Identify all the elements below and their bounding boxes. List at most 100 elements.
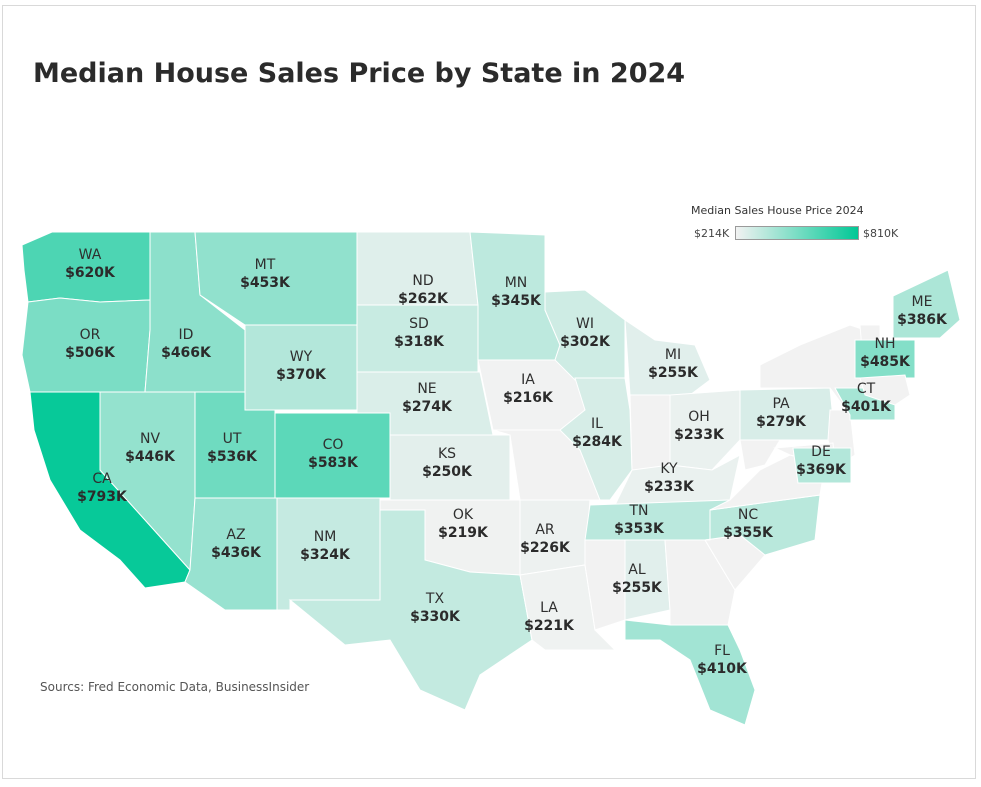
state-label-id: ID $466K <box>161 327 212 361</box>
state-abbr-ks: KS <box>438 446 456 462</box>
state-label-ok: OK $219K <box>438 507 489 541</box>
state-abbr-al: AL <box>628 562 646 578</box>
state-label-ia: IA $216K <box>503 372 554 406</box>
state-label-fl: FL $410K <box>697 643 748 677</box>
state-label-oh: OH $233K <box>674 409 725 443</box>
state-abbr-la: LA <box>540 600 558 616</box>
state-label-tx: TX $330K <box>410 591 461 625</box>
state-value-nm: $324K <box>300 547 351 563</box>
state-value-ca: $793K <box>77 489 128 505</box>
state-shape-fl <box>624 619 756 726</box>
state-label-ky: KY $233K <box>644 461 695 495</box>
state-abbr-ar: AR <box>535 522 555 538</box>
state-value-al: $255K <box>612 580 663 596</box>
state-value-ct: $401K <box>841 399 892 415</box>
state-value-mt: $453K <box>240 275 291 291</box>
state-value-ia: $216K <box>503 390 554 406</box>
source-note: Sourcs: Fred Economic Data, BusinessInsi… <box>40 680 310 694</box>
state-value-tn: $353K <box>614 521 665 537</box>
state-abbr-sd: SD <box>409 316 429 332</box>
state-shape-ms <box>584 539 631 631</box>
state-abbr-nh: NH <box>875 336 896 352</box>
state-label-de: DE $369K <box>796 444 847 478</box>
state-value-wa: $620K <box>65 265 116 281</box>
state-abbr-ia: IA <box>521 372 535 388</box>
state-value-ks: $250K <box>422 464 473 480</box>
state-abbr-fl: FL <box>714 643 730 659</box>
state-value-la: $221K <box>524 618 575 634</box>
state-abbr-nd: ND <box>412 273 433 289</box>
state-value-mi: $255K <box>648 365 699 381</box>
state-label-ca: CA $793K <box>77 471 128 505</box>
state-abbr-oh: OH <box>688 409 710 425</box>
state-label-ne: NE $274K <box>402 381 453 415</box>
state-abbr-ok: OK <box>453 507 474 523</box>
state-label-ar: AR $226K <box>520 522 571 556</box>
state-value-id: $466K <box>161 345 212 361</box>
state-value-mn: $345K <box>491 293 542 309</box>
state-value-nd: $262K <box>398 291 449 307</box>
state-value-de: $369K <box>796 462 847 478</box>
state-value-oh: $233K <box>674 427 725 443</box>
state-abbr-wy: WY <box>290 349 313 365</box>
state-abbr-tn: TN <box>628 503 648 519</box>
state-abbr-nc: NC <box>738 507 758 523</box>
state-label-nm: NM $324K <box>300 529 351 563</box>
state-shape-tx <box>288 509 533 711</box>
state-label-sd: SD $318K <box>394 316 445 350</box>
state-label-ut: UT $536K <box>207 431 258 465</box>
state-label-tn: TN $353K <box>614 503 665 537</box>
map-title: Median House Sales Price by State in 202… <box>33 58 686 89</box>
state-abbr-ca: CA <box>92 471 112 487</box>
state-value-nv: $446K <box>125 449 176 465</box>
state-label-wa: WA $620K <box>65 247 116 281</box>
state-label-wi: WI $302K <box>560 316 611 350</box>
state-label-la: LA $221K <box>524 600 575 634</box>
state-label-or: OR $506K <box>65 327 116 361</box>
state-shape-nc <box>704 494 821 556</box>
state-label-pa: PA $279K <box>756 396 807 430</box>
state-label-ct: CT $401K <box>841 381 892 415</box>
state-abbr-nm: NM <box>314 529 337 545</box>
state-value-ar: $226K <box>520 540 571 556</box>
state-abbr-de: DE <box>811 444 831 460</box>
state-abbr-id: ID <box>179 327 194 343</box>
state-shape-nh <box>854 339 916 379</box>
state-value-wy: $370K <box>276 367 327 383</box>
state-abbr-nv: NV <box>140 431 160 447</box>
state-abbr-wi: WI <box>576 316 594 332</box>
state-value-co: $583K <box>308 455 359 471</box>
state-shape-me <box>892 269 961 339</box>
state-abbr-ky: KY <box>660 461 678 477</box>
state-label-co: CO $583K <box>308 437 359 471</box>
state-label-al: AL $255K <box>612 562 663 596</box>
state-label-ks: KS $250K <box>422 446 473 480</box>
state-abbr-il: IL <box>591 416 603 432</box>
state-abbr-mn: MN <box>505 275 528 291</box>
state-label-nd: ND $262K <box>398 273 449 307</box>
state-shape-de <box>792 447 852 484</box>
legend-color-ramp <box>735 226 859 240</box>
state-value-or: $506K <box>65 345 116 361</box>
state-label-mt: MT $453K <box>240 257 291 291</box>
state-label-wy: WY $370K <box>276 349 327 383</box>
state-label-mn: MN $345K <box>491 275 542 309</box>
state-value-pa: $279K <box>756 414 807 430</box>
state-value-tx: $330K <box>410 609 461 625</box>
state-label-az: AZ $436K <box>211 527 262 561</box>
legend-max-label: $810K <box>863 227 899 240</box>
state-value-nh: $485K <box>860 354 911 370</box>
state-shape-ma <box>859 374 911 406</box>
state-abbr-co: CO <box>323 437 344 453</box>
state-abbr-mt: MT <box>255 257 276 273</box>
state-value-il: $284K <box>572 434 623 450</box>
state-label-me: ME $386K <box>897 294 948 328</box>
map-frame <box>2 5 976 779</box>
state-abbr-ne: NE <box>417 381 436 397</box>
state-abbr-ut: UT <box>223 431 242 447</box>
state-abbr-wa: WA <box>79 247 102 263</box>
state-value-ut: $536K <box>207 449 258 465</box>
state-value-az: $436K <box>211 545 262 561</box>
state-shape-wi <box>544 289 626 381</box>
